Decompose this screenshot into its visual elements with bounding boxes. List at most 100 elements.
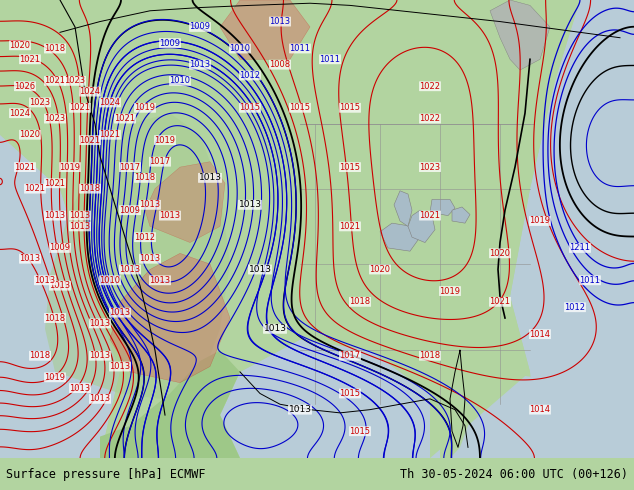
Text: 1013: 1013: [264, 324, 287, 333]
Text: 1021: 1021: [15, 163, 36, 172]
Text: 1013: 1013: [190, 60, 210, 69]
Text: 1013: 1013: [238, 200, 261, 209]
Polygon shape: [430, 199, 455, 216]
Text: 1013: 1013: [119, 265, 141, 274]
Text: 1018: 1018: [29, 351, 51, 360]
Text: 1015: 1015: [339, 389, 361, 398]
Text: 1013: 1013: [269, 17, 290, 26]
Text: 1013: 1013: [249, 265, 271, 274]
Text: 1013: 1013: [150, 276, 171, 285]
Text: 1015: 1015: [339, 163, 361, 172]
Polygon shape: [380, 223, 420, 251]
Text: 1017: 1017: [119, 163, 141, 172]
Text: 1013: 1013: [49, 281, 70, 290]
Text: 1013: 1013: [34, 276, 56, 285]
Text: 1024: 1024: [10, 109, 30, 118]
Text: 1012: 1012: [240, 71, 261, 80]
Text: 1013: 1013: [110, 308, 131, 317]
Text: 1021: 1021: [115, 114, 136, 123]
Polygon shape: [440, 350, 470, 458]
Text: 1013: 1013: [139, 254, 160, 263]
Text: Th 30-05-2024 06:00 UTC (00+126): Th 30-05-2024 06:00 UTC (00+126): [399, 467, 628, 481]
Text: Surface pressure [hPa] ECMWF: Surface pressure [hPa] ECMWF: [6, 467, 206, 481]
Text: 1013: 1013: [70, 222, 91, 231]
Text: 1011: 1011: [579, 276, 600, 285]
Polygon shape: [408, 210, 435, 243]
Text: 1018: 1018: [420, 351, 441, 360]
Text: 1023: 1023: [65, 76, 86, 85]
Polygon shape: [145, 162, 225, 243]
Text: 1013: 1013: [159, 211, 181, 220]
Text: 1009: 1009: [160, 39, 181, 48]
Polygon shape: [430, 372, 634, 458]
Text: 1024: 1024: [100, 98, 120, 107]
Text: 1018: 1018: [134, 173, 155, 182]
Text: 1019: 1019: [155, 136, 176, 145]
Text: 1010: 1010: [230, 44, 250, 53]
Polygon shape: [220, 0, 310, 59]
Text: 1020: 1020: [10, 41, 30, 50]
Text: 1018: 1018: [44, 314, 65, 322]
Text: 1018: 1018: [349, 297, 370, 306]
Text: 1021: 1021: [44, 76, 65, 85]
Text: 1021: 1021: [339, 222, 361, 231]
Text: 1013: 1013: [110, 362, 131, 371]
Text: 1017: 1017: [339, 351, 361, 360]
Polygon shape: [0, 135, 120, 458]
Text: 1015: 1015: [290, 103, 311, 112]
Text: 1026: 1026: [15, 82, 36, 91]
Text: 1023: 1023: [29, 98, 51, 107]
Text: 1014: 1014: [529, 330, 550, 339]
Text: 1013: 1013: [198, 173, 221, 182]
Text: 1017: 1017: [150, 157, 171, 166]
Polygon shape: [510, 0, 634, 458]
Text: 1014: 1014: [529, 405, 550, 414]
Text: 1013: 1013: [89, 319, 110, 328]
Text: 1021: 1021: [489, 297, 510, 306]
Polygon shape: [45, 113, 230, 399]
Text: 1021: 1021: [100, 130, 120, 139]
Text: 1008: 1008: [269, 60, 290, 69]
Text: 1013: 1013: [288, 405, 311, 414]
Text: 1009: 1009: [119, 206, 141, 215]
Text: 1013: 1013: [70, 211, 91, 220]
Text: 1022: 1022: [420, 114, 441, 123]
Text: 1011: 1011: [320, 55, 340, 64]
Text: 1019: 1019: [529, 217, 550, 225]
Text: 1012: 1012: [564, 303, 586, 312]
Polygon shape: [110, 253, 230, 383]
Text: 1013: 1013: [70, 384, 91, 392]
Text: 1019: 1019: [60, 163, 81, 172]
Text: 1010: 1010: [100, 276, 120, 285]
Text: 1019: 1019: [134, 103, 155, 112]
Text: 1013: 1013: [20, 254, 41, 263]
Text: 1019: 1019: [44, 373, 65, 382]
Text: 1015: 1015: [349, 427, 370, 436]
Text: 1013: 1013: [139, 200, 160, 209]
Polygon shape: [490, 0, 550, 70]
Text: 1021: 1021: [44, 179, 65, 188]
Text: 1019: 1019: [439, 287, 460, 295]
Text: 1211: 1211: [569, 244, 590, 252]
Text: 1020: 1020: [489, 249, 510, 258]
Polygon shape: [394, 191, 412, 226]
Text: 1023: 1023: [44, 114, 65, 123]
Text: 1020: 1020: [370, 265, 391, 274]
Text: 1013: 1013: [44, 211, 65, 220]
Polygon shape: [145, 329, 185, 458]
Text: 1015: 1015: [339, 103, 361, 112]
Text: 1018: 1018: [44, 44, 65, 53]
Text: 1022: 1022: [420, 82, 441, 91]
Text: 1021: 1021: [420, 211, 441, 220]
Polygon shape: [452, 207, 470, 223]
Polygon shape: [100, 350, 240, 458]
Text: 1023: 1023: [420, 163, 441, 172]
Text: 1011: 1011: [290, 44, 311, 53]
Polygon shape: [220, 340, 430, 458]
Text: 1015: 1015: [240, 103, 261, 112]
Text: 1012: 1012: [134, 233, 155, 242]
Text: 1021: 1021: [25, 184, 46, 193]
Text: 1024: 1024: [79, 87, 101, 96]
Text: 1013: 1013: [89, 351, 110, 360]
Text: 1021: 1021: [20, 55, 41, 64]
